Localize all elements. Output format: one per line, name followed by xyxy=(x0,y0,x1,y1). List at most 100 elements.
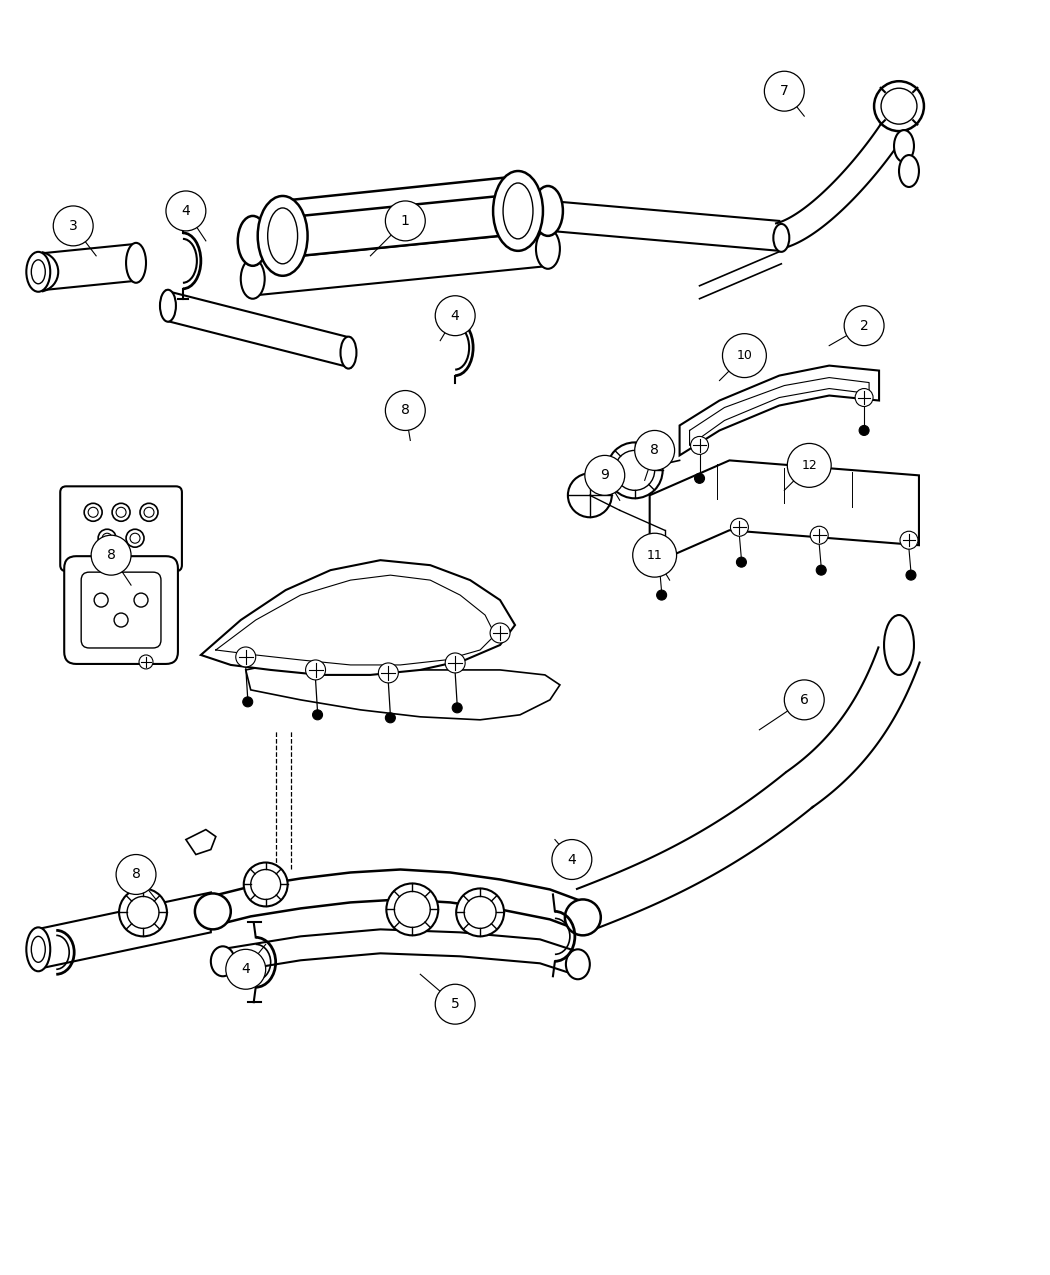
Circle shape xyxy=(243,697,253,706)
Ellipse shape xyxy=(566,950,590,979)
Text: 10: 10 xyxy=(736,349,753,362)
Circle shape xyxy=(386,884,438,936)
FancyBboxPatch shape xyxy=(81,572,161,648)
Circle shape xyxy=(436,984,476,1024)
Polygon shape xyxy=(550,201,779,251)
Circle shape xyxy=(117,854,156,895)
Ellipse shape xyxy=(894,130,914,162)
Circle shape xyxy=(456,889,504,936)
Ellipse shape xyxy=(774,224,790,252)
Circle shape xyxy=(691,436,709,454)
Ellipse shape xyxy=(211,946,235,977)
Ellipse shape xyxy=(884,615,914,674)
Polygon shape xyxy=(280,176,520,270)
Circle shape xyxy=(236,646,256,667)
Circle shape xyxy=(385,201,425,241)
Circle shape xyxy=(119,889,167,936)
Text: 3: 3 xyxy=(69,219,78,233)
FancyBboxPatch shape xyxy=(64,556,177,664)
Polygon shape xyxy=(786,648,920,807)
Text: 6: 6 xyxy=(800,692,808,706)
Text: 1: 1 xyxy=(401,214,410,228)
FancyBboxPatch shape xyxy=(60,486,182,571)
Circle shape xyxy=(436,296,476,335)
Ellipse shape xyxy=(494,171,543,251)
Text: 8: 8 xyxy=(107,548,116,562)
Text: 5: 5 xyxy=(450,997,460,1011)
Circle shape xyxy=(378,663,398,683)
Circle shape xyxy=(607,442,663,499)
Text: 7: 7 xyxy=(780,84,789,98)
Circle shape xyxy=(634,431,674,470)
Circle shape xyxy=(788,444,832,487)
Circle shape xyxy=(568,473,612,518)
Circle shape xyxy=(784,680,824,720)
Text: 8: 8 xyxy=(401,403,410,417)
Ellipse shape xyxy=(536,230,560,269)
Polygon shape xyxy=(251,191,550,261)
Circle shape xyxy=(811,527,828,544)
Polygon shape xyxy=(650,460,919,565)
Circle shape xyxy=(54,207,93,246)
Ellipse shape xyxy=(565,899,601,936)
Ellipse shape xyxy=(340,337,356,368)
Circle shape xyxy=(91,536,131,575)
Circle shape xyxy=(244,862,288,907)
Polygon shape xyxy=(776,105,916,249)
Circle shape xyxy=(906,570,916,580)
Circle shape xyxy=(166,191,206,231)
Ellipse shape xyxy=(533,186,563,236)
Polygon shape xyxy=(576,773,813,929)
Circle shape xyxy=(226,950,266,989)
Ellipse shape xyxy=(160,289,176,321)
Text: 11: 11 xyxy=(647,548,663,562)
Circle shape xyxy=(844,306,884,346)
Circle shape xyxy=(722,334,766,377)
Circle shape xyxy=(453,703,462,713)
Text: 8: 8 xyxy=(650,444,659,458)
Ellipse shape xyxy=(240,259,265,298)
Ellipse shape xyxy=(26,927,50,972)
Circle shape xyxy=(313,710,322,720)
Circle shape xyxy=(385,713,396,723)
Circle shape xyxy=(490,623,510,643)
Polygon shape xyxy=(251,231,550,296)
Circle shape xyxy=(552,839,592,880)
Ellipse shape xyxy=(26,252,50,292)
Circle shape xyxy=(306,660,326,680)
Polygon shape xyxy=(211,870,585,932)
Circle shape xyxy=(736,557,747,567)
Text: 12: 12 xyxy=(801,459,817,472)
Ellipse shape xyxy=(195,894,231,929)
Ellipse shape xyxy=(899,156,919,187)
Polygon shape xyxy=(166,291,351,367)
Ellipse shape xyxy=(237,215,268,265)
Polygon shape xyxy=(220,929,580,977)
Text: 4: 4 xyxy=(450,309,460,323)
Text: 8: 8 xyxy=(131,867,141,881)
Circle shape xyxy=(900,532,918,550)
Ellipse shape xyxy=(126,242,146,283)
Circle shape xyxy=(139,655,153,669)
Polygon shape xyxy=(186,830,216,854)
Text: 4: 4 xyxy=(567,853,576,867)
Circle shape xyxy=(859,426,869,436)
Polygon shape xyxy=(246,666,560,720)
Circle shape xyxy=(731,518,749,537)
Circle shape xyxy=(874,82,924,131)
Polygon shape xyxy=(37,244,136,291)
Circle shape xyxy=(585,455,625,495)
Text: 9: 9 xyxy=(601,468,609,482)
Ellipse shape xyxy=(257,196,308,275)
Circle shape xyxy=(764,71,804,111)
Circle shape xyxy=(385,390,425,431)
Polygon shape xyxy=(679,366,879,455)
Polygon shape xyxy=(37,892,211,969)
Circle shape xyxy=(445,653,465,673)
Circle shape xyxy=(633,533,676,578)
Circle shape xyxy=(855,389,874,407)
Text: 4: 4 xyxy=(182,204,190,218)
Text: 2: 2 xyxy=(860,319,868,333)
Circle shape xyxy=(651,551,669,569)
Circle shape xyxy=(656,590,667,601)
